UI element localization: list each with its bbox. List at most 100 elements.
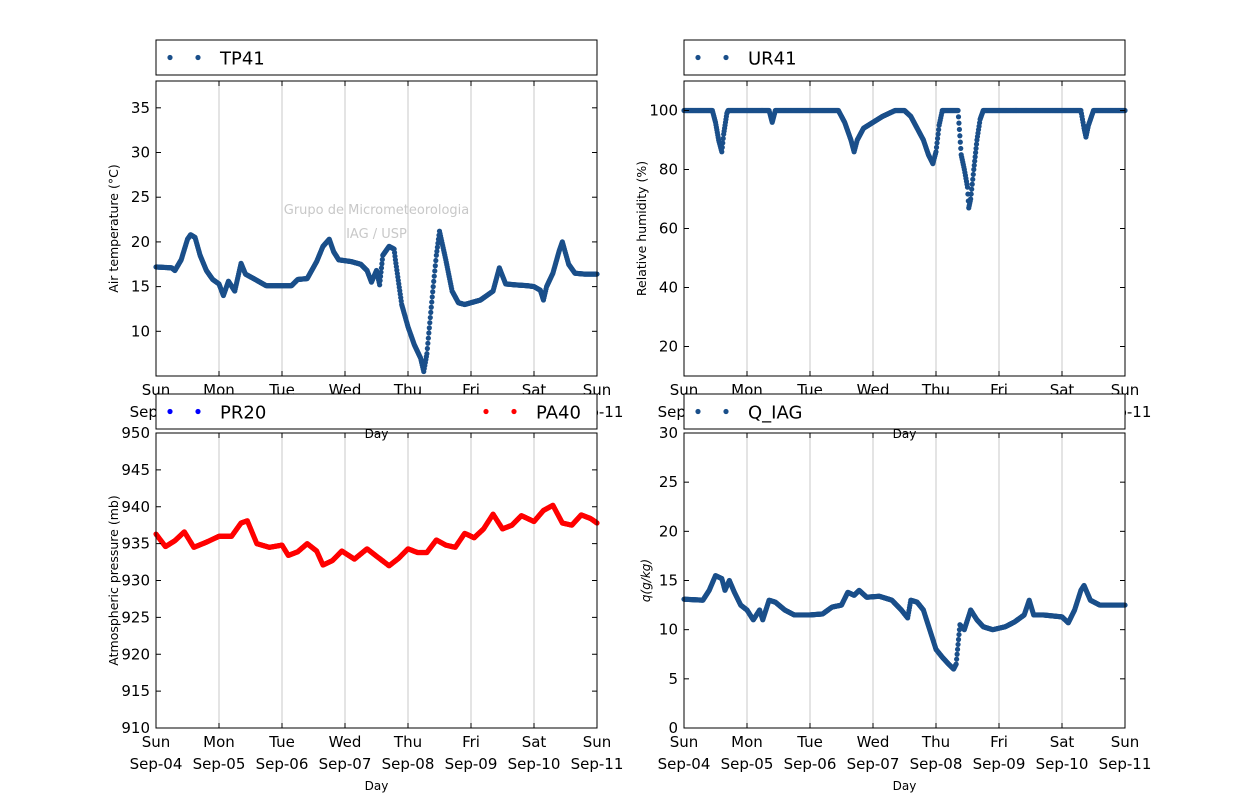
data-point: [968, 196, 974, 202]
x-tick-day-label: Wed: [329, 733, 362, 751]
data-point: [427, 314, 433, 321]
data-point: [433, 257, 439, 264]
data-point: [955, 114, 962, 120]
legend-label: Q_IAG: [748, 403, 802, 424]
x-tick-date-label: Sep-08: [382, 755, 435, 773]
y-tick-label: 950: [121, 424, 150, 442]
data-point: [433, 252, 439, 258]
x-tick-date-label: Sep-08: [910, 755, 963, 773]
chart-panel-1: Grupo de Micrometeorologia IAG / USP 10 15 2…: [106, 39, 623, 441]
x-axis-label: Day: [893, 427, 917, 441]
plot-frame: [683, 432, 1126, 729]
x-tick-date-label: Sep-09: [445, 755, 498, 773]
y-tick-label: 80: [659, 161, 678, 179]
legend-marker: [167, 54, 173, 61]
x-tick-day-label: Tue: [796, 733, 823, 751]
data-point: [431, 273, 437, 279]
y-tick-label: 10: [131, 322, 150, 340]
series-tp41: [153, 228, 600, 375]
x-tick-day-label: Sun: [1111, 733, 1140, 751]
data-point: [426, 325, 432, 331]
data-point: [378, 265, 385, 271]
legend-box: [155, 393, 598, 430]
x-tick-day-label: Thu: [921, 733, 950, 751]
y-tick-label: 100: [649, 102, 678, 120]
legend: TP41: [155, 39, 598, 76]
legend-marker: [195, 408, 201, 415]
data-point: [934, 140, 940, 146]
data-point: [432, 263, 438, 269]
data-point: [973, 141, 980, 147]
data-point: [427, 320, 433, 326]
legend-label: PR20: [220, 403, 266, 424]
data-point: [424, 345, 430, 352]
x-tick-date-label: Sep-06: [256, 755, 309, 773]
data-point: [720, 135, 726, 142]
legend-label: TP41: [219, 49, 265, 70]
legend-marker: [695, 408, 701, 415]
x-tick-day-label: Mon: [203, 733, 235, 751]
data-point: [934, 135, 941, 142]
x-tick-date-label: Sep-11: [571, 755, 624, 773]
y-tick-label: 20: [131, 233, 150, 251]
data-point: [955, 636, 962, 643]
data-point: [424, 351, 430, 357]
y-tick-label: 5: [668, 670, 678, 688]
x-tick-date-label: Sep-10: [508, 755, 561, 773]
y-tick-label: 30: [659, 424, 678, 442]
data-point: [954, 656, 960, 662]
data-point: [969, 181, 975, 187]
legend-marker: [511, 408, 517, 415]
data-point: [429, 294, 435, 300]
x-tick-day-label: Fri: [990, 733, 1008, 751]
data-point: [935, 131, 941, 137]
data-point: [957, 139, 963, 145]
x-axis-label: Day: [893, 779, 917, 793]
x-tick-date-label: Sep-07: [847, 755, 900, 773]
y-tick-label: 20: [659, 338, 678, 356]
x-tick-date-label: Sep-04: [658, 755, 711, 773]
data-point: [970, 171, 976, 178]
y-tick-label: 40: [659, 279, 678, 297]
data-point: [933, 144, 940, 150]
data-point: [434, 248, 440, 254]
series-ur41: [681, 107, 1128, 211]
data-point: [956, 120, 962, 126]
y-tick-label: 920: [121, 645, 150, 663]
chart-panel-2: 20406080100SunSep-04MonSep-05TueSep-06We…: [634, 39, 1151, 441]
data-point: [972, 158, 978, 164]
data-point: [425, 335, 431, 341]
y-tick-label: 935: [121, 535, 150, 553]
x-tick-date-label: Sep-11: [1099, 755, 1152, 773]
y-axis-label: q(g/kg): [639, 559, 653, 602]
data-point: [936, 127, 942, 133]
legend-marker: [723, 54, 729, 61]
data-point: [970, 176, 976, 182]
data-point: [425, 340, 431, 346]
legend: Q_IAG: [683, 393, 1126, 430]
plot-frame: [683, 80, 1126, 377]
data-point: [954, 651, 960, 657]
data-point: [955, 641, 961, 648]
legend-box: [683, 393, 1126, 430]
x-tick-date-label: Sep-05: [721, 755, 774, 773]
data-point: [431, 278, 437, 284]
x-tick-date-label: Sep-07: [319, 755, 372, 773]
y-tick-label: 910: [121, 719, 150, 737]
x-tick-day-label: Mon: [731, 733, 763, 751]
data-point: [973, 145, 979, 152]
legend-label: UR41: [748, 49, 797, 70]
data-point: [973, 150, 979, 156]
data-point: [956, 631, 962, 638]
y-tick-label: 10: [659, 621, 678, 639]
data-point: [957, 133, 963, 139]
legend-marker: [695, 54, 701, 61]
data-point: [430, 289, 436, 295]
x-tick-day-label: Sat: [522, 733, 547, 751]
y-tick-label: 25: [131, 188, 150, 206]
legend-label: PA40: [536, 403, 581, 424]
data-point: [377, 273, 384, 279]
legend-marker: [723, 408, 729, 415]
data-point: [972, 154, 978, 160]
data-point: [933, 149, 939, 155]
